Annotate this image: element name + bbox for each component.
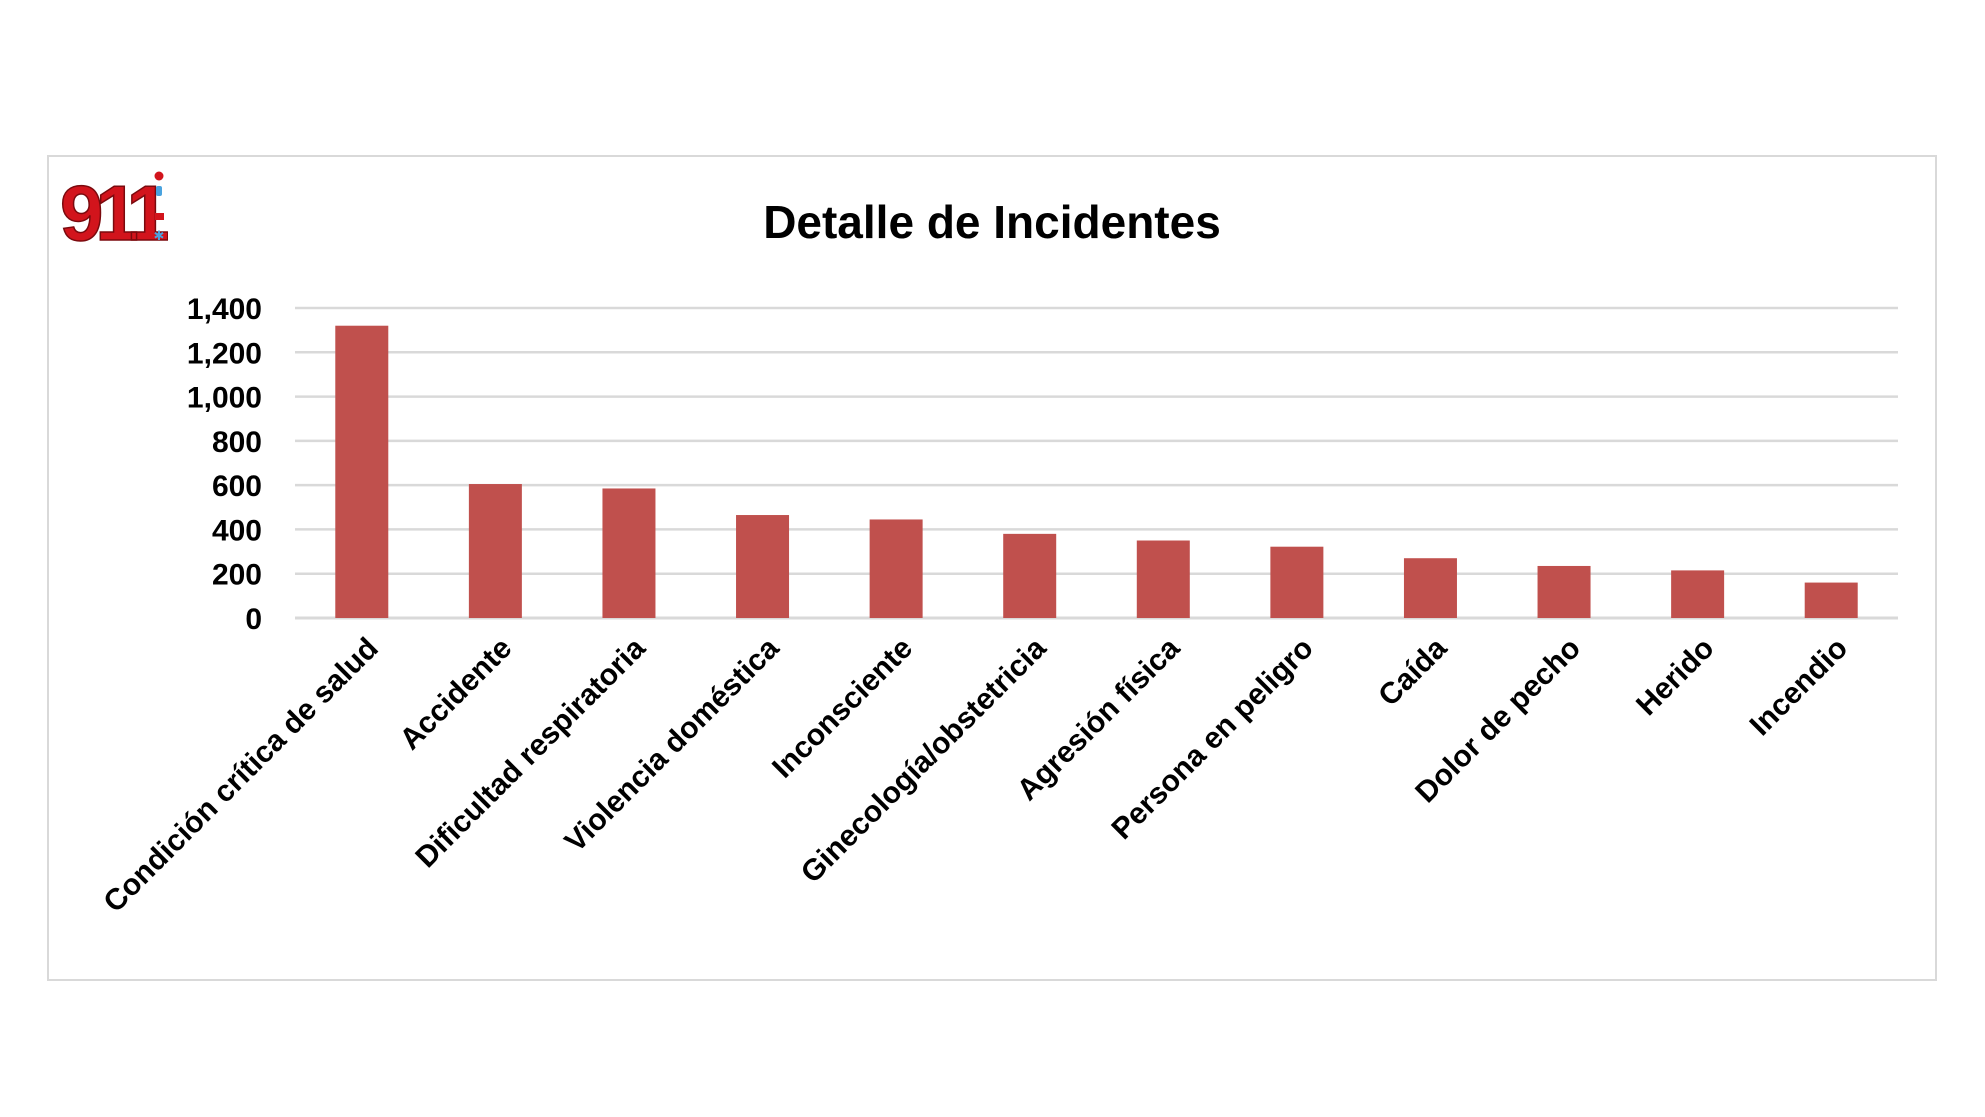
y-tick-label: 400 xyxy=(212,514,262,547)
x-category-label: Ginecología/obstetricia xyxy=(795,631,1053,889)
bar xyxy=(468,484,522,618)
y-tick-label: 1,200 xyxy=(187,337,262,370)
bar xyxy=(869,519,923,618)
y-tick-label: 0 xyxy=(245,603,262,636)
x-category-label: Incendio xyxy=(1744,632,1855,743)
y-tick-label: 1,400 xyxy=(187,293,262,326)
x-category-label: Accidente xyxy=(394,632,519,757)
svg-text:✱: ✱ xyxy=(154,228,165,243)
bar xyxy=(335,325,389,618)
bar xyxy=(1136,540,1190,618)
911-logo: 911 ✱ xyxy=(59,168,168,248)
bar xyxy=(1804,582,1858,618)
y-tick-label: 600 xyxy=(212,470,262,503)
x-category-label: Dificultad respiratoria xyxy=(409,631,652,874)
x-category-label: Violencia doméstica xyxy=(559,631,786,858)
bar xyxy=(1003,533,1057,618)
x-axis-labels: Condición crítica de salud AccidenteDific… xyxy=(97,631,1854,919)
logo-text: 911 xyxy=(60,169,168,248)
x-category-label: Inconsciente xyxy=(766,632,919,785)
logo-emergency-icons: ✱ xyxy=(154,171,165,243)
gridlines xyxy=(295,306,1898,620)
y-tick-label: 1,000 xyxy=(187,382,262,415)
bar xyxy=(736,515,790,618)
bar xyxy=(1270,546,1324,618)
bar xyxy=(1537,565,1591,618)
y-tick-label: 200 xyxy=(212,559,262,592)
x-category-label: Herido xyxy=(1630,632,1721,723)
bars xyxy=(335,325,1858,618)
chart-title: Detalle de Incidentes xyxy=(763,196,1221,248)
y-axis-ticks: 0 200 400 600 800 1,000 1,200 1,400 xyxy=(187,293,262,636)
y-tick-label: 800 xyxy=(212,426,262,459)
x-category-label: Caída xyxy=(1372,631,1453,712)
x-category-label: Condición crítica de salud xyxy=(97,632,384,919)
bar xyxy=(1671,570,1725,618)
bar xyxy=(1403,558,1457,618)
bar xyxy=(602,488,656,618)
